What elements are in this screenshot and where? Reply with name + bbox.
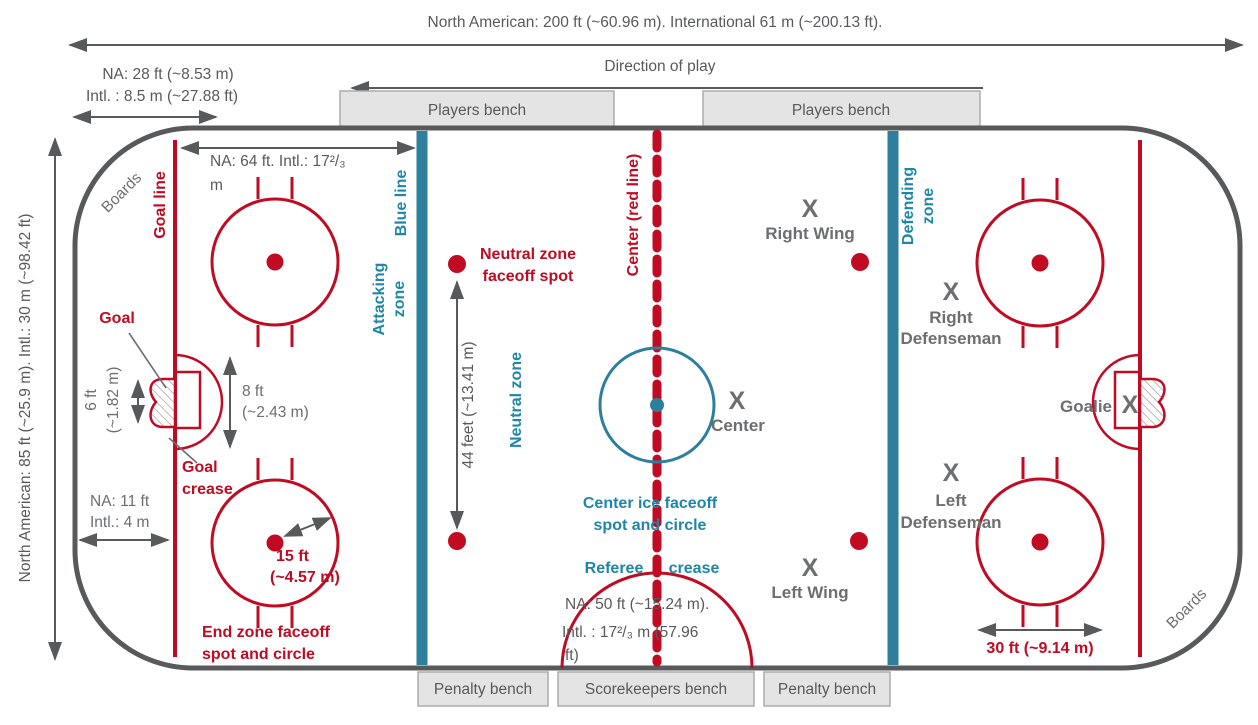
penalty-bench-right-label: Penalty bench [778,681,876,698]
left-wing-marker: X [802,554,819,582]
defending-zone-label-1: Defending [900,167,917,245]
faceoff-circle-top-left [210,177,340,347]
penalty-bench-left-label: Penalty bench [434,681,532,698]
boards-to-goal-label-2: Intl.: 4 m [90,514,149,531]
center-marker: X [729,387,746,415]
goal-crease-left-arc [174,353,224,451]
hash-marks [256,177,294,347]
center-label: Center [711,416,765,435]
neutral-spot-label-1: Neutral zone [480,246,576,263]
left-wing-label: Left Wing [771,583,848,602]
neutral-zone-label: Neutral zone [508,352,525,448]
right-defenseman-marker: X [943,278,960,306]
left-defenseman-marker: X [943,459,960,487]
referee-crease-label-2: crease [669,560,720,577]
neutral-spot-top-right [851,253,869,271]
scorekeepers-bench [557,671,755,707]
goal-to-blue-label-1: NA: 64 ft. Intl.: 17²/₃ [210,153,346,170]
rink-length-label: North American: 200 ft (~60.96 m). Inter… [428,14,883,31]
blue-line-label: Blue line [393,170,410,237]
end-zone-label-1: End zone faceoff [202,624,331,641]
circle-radius-arrow [283,517,332,537]
center-line-label: Center (red line) [625,154,642,277]
players-bench-left-label: Players bench [428,102,526,119]
goal-crease-label-1: Goal [182,459,218,476]
attacking-zone-label-1: Attacking [371,263,388,336]
goal-crease-pointer [168,437,198,464]
goal-crease-right-arc [1091,353,1141,451]
end-zone-label-2: spot and circle [202,646,315,663]
right-wing-marker: X [802,195,819,223]
neutral-length-label-1: NA: 50 ft (~15.24 m). [565,596,709,613]
center-ice-label-2: spot and circle [594,517,707,534]
neutral-spot-label-2: faceoff spot [483,268,574,285]
hash-marks [1021,457,1059,627]
right-defenseman-label-2: Defenseman [900,329,1001,348]
scorekeepers-bench-label: Scorekeepers bench [585,681,727,698]
neutral-spot-bottom-right [850,532,868,550]
goal-crease-label-2: crease [182,481,233,498]
center-ice-label-1: Center ice faceoff [583,495,718,512]
attacking-zone-label-2: zone [391,281,408,318]
faceoff-circle-top-right [975,178,1105,348]
goal-to-blue-label-2: m [210,177,223,194]
goal-line-label: Goal line [152,171,169,239]
defending-zone-label-2: zone [920,188,937,225]
hash-marks [1021,178,1059,348]
goal-right [1138,377,1166,429]
goal-label: Goal [99,310,135,327]
rink-width-label: North American: 85 ft (~25.9 m). Intl.: … [17,214,34,583]
neutral-length-label-2: Intl. : 17²/₃ m (57.96 [562,624,698,641]
goal-width-label-1: 6 ft [83,389,100,411]
corner-na-label: NA: 28 ft (~8.53 m) [102,66,233,83]
spots-gap-label: 44 feet (~13.41 m) [460,341,477,468]
right-defenseman-label-1: Right [929,308,973,327]
circle-radius-label-2: (~4.57 m) [270,569,340,586]
goal-left [149,377,177,429]
circle-radius-label-1: 15 ft [276,548,310,565]
goalie-label: Goalie [1060,397,1112,416]
neutral-length-label-3: ft) [565,647,579,664]
goal-pointer [128,332,167,389]
neutral-spot-bottom-left [448,532,466,550]
goalie-marker: X [1122,391,1139,419]
corner-intl-label: Intl. : 8.5 m (~27.88 ft) [86,88,238,105]
referee-crease-label-1: Referee [585,560,644,577]
left-defenseman-label-2: Defenseman [900,513,1001,532]
crease-depth-label-2: (~2.43 m) [242,404,309,421]
goal-width-label-2: (~1.82 m) [105,367,122,434]
center-circle [598,346,716,464]
right-wing-label: Right Wing [765,224,855,243]
penalty-bench-left [417,671,549,707]
hash-marks [256,458,294,628]
players-bench-left [339,90,615,129]
referee-crease-arc [560,571,754,669]
hash-span-label: 30 ft (~9.14 m) [986,640,1093,657]
crease-depth-label-1: 8 ft [242,383,264,400]
faceoff-circle-bottom-right [975,457,1105,627]
neutral-spot-top-left [448,255,466,273]
boards-to-goal-label-1: NA: 11 ft [90,493,150,510]
penalty-bench-right [763,671,891,707]
left-defenseman-label-1: Left [935,491,967,510]
faceoff-circle-bottom-left [210,458,340,628]
direction-of-play-label: Direction of play [604,58,715,75]
players-bench-right-label: Players bench [792,102,890,119]
center-spot [650,398,664,412]
